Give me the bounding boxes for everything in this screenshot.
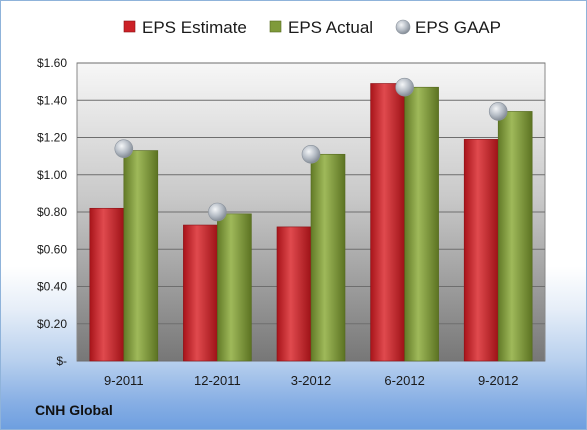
x-category-label: 9-2012 — [478, 373, 518, 388]
eps-actual-bar — [497, 111, 533, 362]
eps-gaap-marker — [488, 102, 508, 121]
x-category-label: 9-2011 — [104, 373, 144, 388]
eps-gaap-marker — [208, 202, 227, 222]
x-category-label: 6-2012 — [384, 373, 424, 388]
eps-gaap-marker — [301, 144, 321, 164]
legend-eps-actual: EPS Actual — [269, 18, 373, 37]
legend-label: EPS GAAP — [415, 18, 501, 37]
x-category-label: 3-2012 — [291, 373, 331, 388]
legend-eps-gaap: EPS GAAP — [395, 18, 501, 37]
eps-gaap-marker — [114, 139, 134, 158]
legend-swatch — [269, 20, 282, 33]
y-tick-label: $0.60 — [37, 242, 67, 256]
y-tick-label: $- — [56, 354, 67, 368]
y-tick-label: $1.20 — [37, 131, 67, 145]
eps-actual-bar — [123, 150, 159, 362]
y-tick-label: $1.00 — [37, 168, 67, 182]
eps-gaap-marker — [395, 77, 414, 97]
eps-estimate-bar — [89, 207, 125, 362]
eps-estimate-bar — [463, 139, 499, 362]
y-tick-label: $0.80 — [37, 205, 67, 219]
y-tick-label: $1.40 — [37, 93, 67, 107]
eps-actual-bar — [404, 86, 439, 362]
legend-label: EPS Estimate — [142, 18, 247, 37]
x-category-label: 12-2011 — [194, 373, 241, 388]
eps-actual-bar — [310, 153, 346, 362]
legend-swatch — [123, 20, 136, 33]
company-name: CNH Global — [35, 402, 113, 418]
eps-estimate-bar — [183, 224, 218, 362]
y-tick-label: $0.20 — [37, 317, 67, 331]
y-tick-label: $1.60 — [37, 56, 67, 70]
legend-eps-estimate: EPS Estimate — [123, 18, 247, 37]
eps-estimate-bar — [370, 83, 405, 362]
y-tick-label: $0.40 — [37, 280, 67, 294]
eps-actual-bar — [217, 213, 252, 362]
legend-swatch — [395, 19, 411, 35]
eps-estimate-bar — [276, 226, 312, 362]
legend-label: EPS Actual — [288, 18, 373, 37]
